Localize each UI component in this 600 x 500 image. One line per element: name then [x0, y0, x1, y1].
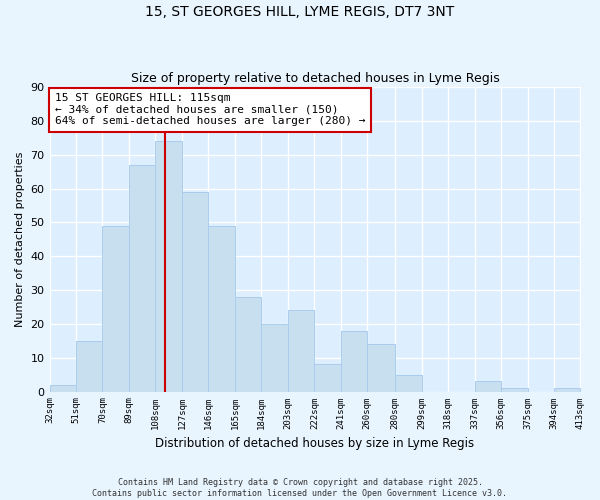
Bar — [182, 192, 208, 392]
Title: Size of property relative to detached houses in Lyme Regis: Size of property relative to detached ho… — [131, 72, 499, 85]
Bar — [208, 226, 235, 392]
Bar — [395, 374, 422, 392]
Bar — [129, 165, 155, 392]
Bar — [262, 324, 288, 392]
Bar — [341, 330, 367, 392]
Bar — [475, 382, 501, 392]
Text: 15, ST GEORGES HILL, LYME REGIS, DT7 3NT: 15, ST GEORGES HILL, LYME REGIS, DT7 3NT — [145, 5, 455, 19]
X-axis label: Distribution of detached houses by size in Lyme Regis: Distribution of detached houses by size … — [155, 437, 475, 450]
Text: 15 ST GEORGES HILL: 115sqm
← 34% of detached houses are smaller (150)
64% of sem: 15 ST GEORGES HILL: 115sqm ← 34% of deta… — [55, 93, 365, 126]
Bar — [155, 141, 182, 392]
Bar — [50, 385, 76, 392]
Bar — [103, 226, 129, 392]
Bar — [235, 297, 262, 392]
Bar — [554, 388, 580, 392]
Bar — [501, 388, 527, 392]
Bar — [367, 344, 395, 392]
Bar — [288, 310, 314, 392]
Text: Contains HM Land Registry data © Crown copyright and database right 2025.
Contai: Contains HM Land Registry data © Crown c… — [92, 478, 508, 498]
Bar — [76, 341, 103, 392]
Bar — [314, 364, 341, 392]
Y-axis label: Number of detached properties: Number of detached properties — [15, 152, 25, 327]
